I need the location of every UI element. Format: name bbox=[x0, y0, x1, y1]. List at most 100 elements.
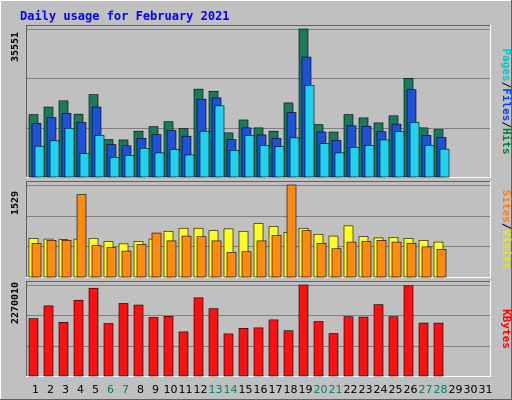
x-tick-label-day-1: 1 bbox=[32, 383, 39, 396]
bar-pages-day-27 bbox=[424, 145, 435, 178]
x-tick-label-day-15: 15 bbox=[239, 383, 253, 396]
bar-sites-day-26 bbox=[406, 243, 417, 278]
x-tick-label-day-10: 10 bbox=[164, 383, 178, 396]
bar-pages-day-16 bbox=[259, 145, 270, 178]
bar-sites-day-21 bbox=[331, 248, 342, 278]
bar-kbytes-day-9 bbox=[148, 317, 159, 377]
bar-kbytes-day-5 bbox=[88, 287, 99, 377]
bar-pages-day-7 bbox=[124, 155, 135, 178]
series-sites bbox=[31, 184, 447, 278]
bar-pages-day-15 bbox=[244, 135, 255, 178]
bar-pages-day-5 bbox=[94, 135, 105, 178]
bar-kbytes-day-25 bbox=[388, 316, 399, 377]
x-tick-label-day-2: 2 bbox=[47, 383, 54, 396]
bar-sites-day-18 bbox=[286, 184, 297, 278]
bar-kbytes-day-26 bbox=[403, 285, 414, 377]
bar-kbytes-day-7 bbox=[118, 303, 129, 377]
x-tick-label-day-17: 17 bbox=[269, 383, 283, 396]
x-tick-label-day-9: 9 bbox=[152, 383, 159, 396]
y-max-label: 2270010 bbox=[10, 282, 21, 324]
x-tick-label-day-16: 16 bbox=[254, 383, 268, 396]
bar-pages-day-23 bbox=[364, 145, 375, 178]
legend-sites: Sites bbox=[500, 190, 512, 223]
x-tick-label-day-18: 18 bbox=[284, 383, 298, 396]
bar-kbytes-day-21 bbox=[328, 333, 339, 377]
bar-pages-day-24 bbox=[379, 139, 390, 178]
x-tick-label-day-19: 19 bbox=[299, 383, 313, 396]
series-kbytes bbox=[28, 284, 444, 377]
bar-kbytes-day-11 bbox=[178, 331, 189, 377]
x-tick-label-day-12: 12 bbox=[194, 383, 208, 396]
bar-kbytes-day-8 bbox=[133, 304, 144, 377]
x-tick-label-day-4: 4 bbox=[77, 383, 84, 396]
x-tick-label-day-26: 26 bbox=[404, 383, 418, 396]
x-tick-label-day-30: 30 bbox=[464, 383, 478, 396]
legend-separator: / bbox=[500, 223, 512, 230]
bar-kbytes-day-12 bbox=[193, 297, 204, 377]
bar-pages-day-12 bbox=[199, 130, 210, 178]
bar-kbytes-day-16 bbox=[253, 327, 264, 377]
bar-kbytes-day-18 bbox=[283, 330, 294, 377]
x-axis-labels: 1 2 3 4 5 6 7 8 9 10 11 12 13 14 15 16 17 18 19 20 21 22 23 24 2… bbox=[32, 383, 493, 396]
bar-pages-day-8 bbox=[139, 147, 150, 178]
legend-kbytes: KBytes bbox=[500, 309, 512, 349]
x-tick-label-day-6: 6 bbox=[107, 383, 114, 396]
y-max-label: 1529 bbox=[10, 191, 21, 215]
x-tick-label-day-21: 21 bbox=[329, 383, 343, 396]
bar-sites-day-20 bbox=[316, 243, 327, 278]
x-tick-label-day-24: 24 bbox=[374, 383, 388, 396]
bar-sites-day-11 bbox=[181, 235, 192, 278]
bar-pages-day-10 bbox=[169, 149, 180, 178]
panel-2: 1529 Sites/Visits bbox=[10, 181, 512, 278]
bar-kbytes-day-10 bbox=[163, 315, 174, 377]
bar-pages-day-13 bbox=[214, 105, 225, 178]
bar-pages-day-1 bbox=[34, 145, 45, 178]
bar-sites-day-1 bbox=[31, 243, 42, 278]
bar-kbytes-day-4 bbox=[73, 299, 84, 377]
bar-sites-day-10 bbox=[166, 240, 177, 278]
legend: KBytes bbox=[500, 309, 512, 349]
legend-separator: / bbox=[500, 82, 512, 89]
legend-pages: Pages bbox=[500, 49, 512, 82]
x-tick-label-day-14: 14 bbox=[224, 383, 238, 396]
bar-kbytes-day-14 bbox=[223, 333, 234, 377]
x-tick-label-day-8: 8 bbox=[137, 383, 144, 396]
bar-pages-day-11 bbox=[184, 154, 195, 178]
bar-sites-day-17 bbox=[271, 235, 282, 278]
bar-kbytes-day-13 bbox=[208, 308, 219, 377]
legend-separator: / bbox=[500, 121, 512, 128]
bar-kbytes-day-17 bbox=[268, 319, 279, 377]
bar-kbytes-day-3 bbox=[58, 321, 69, 377]
bar-pages-day-4 bbox=[79, 153, 90, 178]
bar-pages-day-20 bbox=[319, 143, 330, 178]
bar-sites-day-25 bbox=[391, 241, 402, 278]
x-tick-label-day-20: 20 bbox=[314, 383, 328, 396]
bar-kbytes-day-19 bbox=[298, 284, 309, 377]
x-tick-label-day-28: 28 bbox=[434, 383, 448, 396]
x-tick-label-day-3: 3 bbox=[62, 383, 69, 396]
bar-kbytes-day-22 bbox=[343, 316, 354, 377]
bar-sites-day-23 bbox=[361, 241, 372, 278]
bar-sites-day-13 bbox=[211, 240, 222, 278]
x-tick-label-day-7: 7 bbox=[122, 383, 129, 396]
x-tick-label-day-22: 22 bbox=[344, 383, 358, 396]
bar-kbytes-day-15 bbox=[238, 327, 249, 377]
bar-kbytes-day-23 bbox=[358, 316, 369, 377]
legend-hits: Hits bbox=[500, 128, 512, 155]
panel-3: 2270010 KBytes bbox=[10, 281, 512, 377]
bar-pages-day-26 bbox=[409, 122, 420, 178]
x-tick-label-day-5: 5 bbox=[92, 383, 99, 396]
legend-files: Files bbox=[500, 88, 512, 121]
bar-sites-day-5 bbox=[91, 245, 102, 278]
bar-pages-day-19 bbox=[304, 85, 315, 178]
x-tick-label-day-11: 11 bbox=[179, 383, 193, 396]
bar-kbytes-day-20 bbox=[313, 321, 324, 377]
bar-sites-day-7 bbox=[121, 250, 132, 278]
y-max-label: 35551 bbox=[10, 32, 21, 62]
bar-sites-day-14 bbox=[226, 252, 237, 278]
bar-sites-day-3 bbox=[61, 239, 72, 278]
bar-pages-day-18 bbox=[289, 137, 300, 178]
